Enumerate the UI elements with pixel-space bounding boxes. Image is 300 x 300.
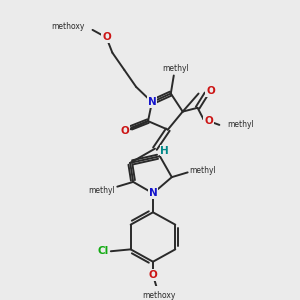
Text: O: O xyxy=(148,270,157,280)
Text: methyl: methyl xyxy=(162,64,189,73)
Text: O: O xyxy=(204,116,213,126)
Text: H: H xyxy=(160,146,169,156)
Text: methyl: methyl xyxy=(190,166,216,175)
Text: N: N xyxy=(148,97,156,107)
Text: methyl: methyl xyxy=(227,120,254,129)
Text: methyl: methyl xyxy=(88,186,115,195)
Text: methoxy: methoxy xyxy=(51,22,85,31)
Text: O: O xyxy=(121,126,130,136)
Text: O: O xyxy=(102,32,111,43)
Text: methoxy: methoxy xyxy=(142,291,176,300)
Text: Cl: Cl xyxy=(97,246,109,256)
Text: N: N xyxy=(148,188,157,198)
Text: O: O xyxy=(206,86,215,96)
